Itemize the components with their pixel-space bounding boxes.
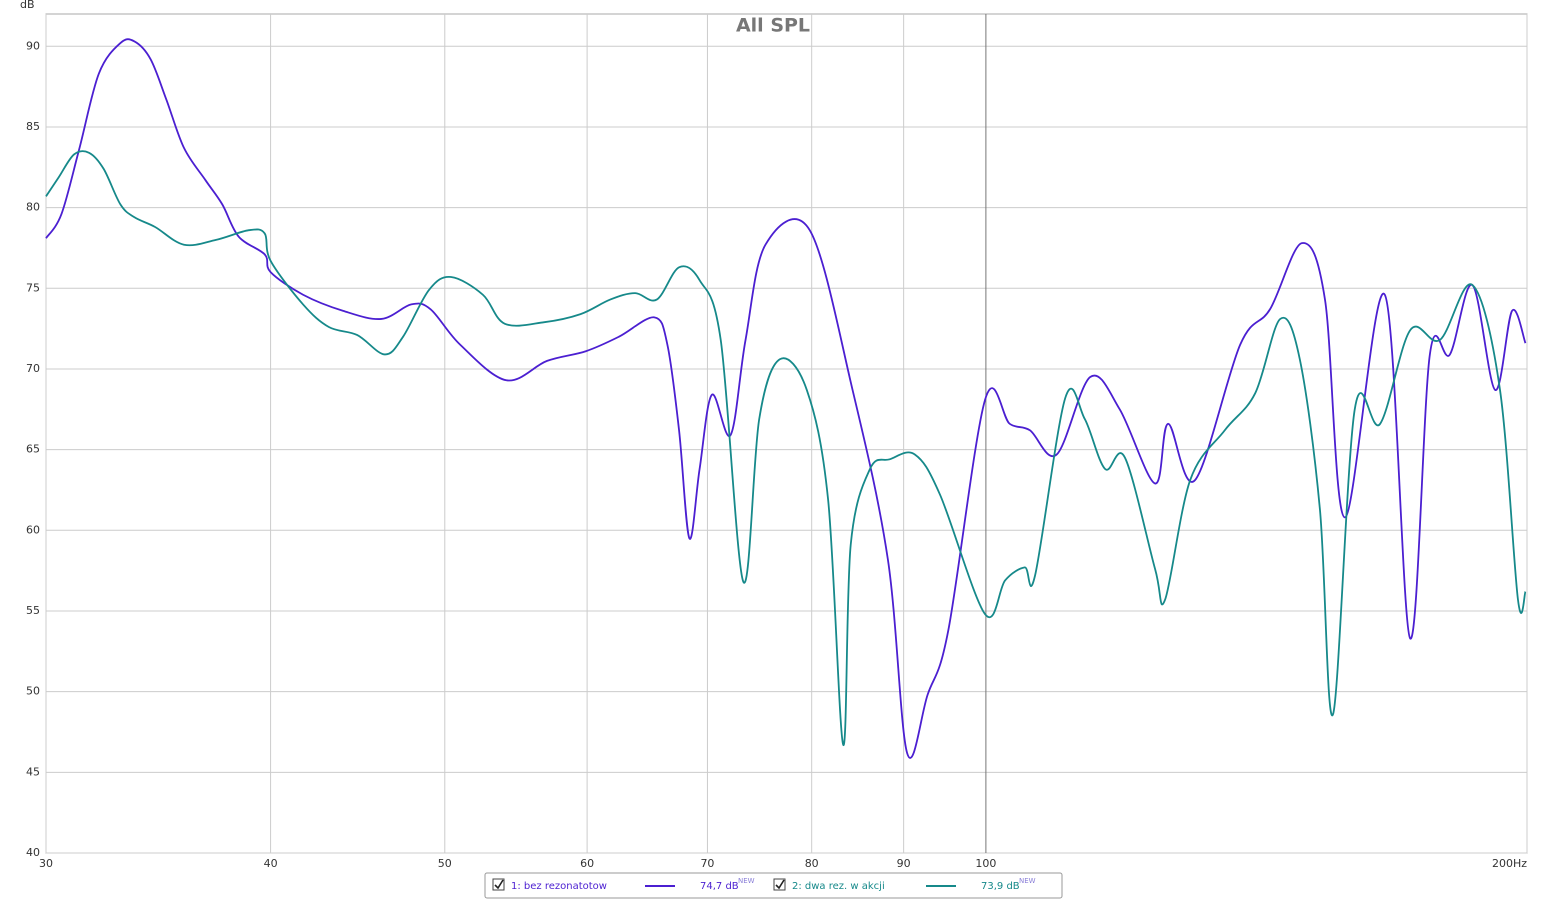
checkbox-tick — [494, 879, 504, 890]
checkbox-tick — [775, 879, 785, 890]
y-tick-label: 80 — [26, 201, 40, 214]
y-tick-label: 75 — [26, 281, 40, 294]
y-tick-label: 40 — [26, 846, 40, 859]
legend: 1: bez rezonatotow 74,7 dB NEW 2: dwa rez. … — [484, 872, 1063, 899]
chart-title: All SPL — [736, 15, 810, 37]
legend-level: 73,9 dB — [981, 881, 1020, 892]
series-checkbox[interactable] — [492, 878, 505, 891]
y-tick-label: 50 — [26, 685, 40, 698]
y-tick-label: 55 — [26, 604, 40, 617]
legend-level-tag: NEW — [1019, 877, 1036, 885]
series-line — [45, 150, 1527, 746]
legend-label: 1: bez rezonatotow — [511, 881, 607, 892]
x-tick-label: 90 — [897, 857, 911, 870]
y-tick-label: 85 — [26, 120, 40, 133]
x-tick-label: 30 — [39, 857, 53, 870]
y-tick-label: 45 — [26, 765, 40, 778]
plot-area — [45, 13, 1528, 854]
x-tick-label: 70 — [700, 857, 714, 870]
checkbox-box — [773, 878, 786, 891]
series-checkbox[interactable] — [773, 878, 786, 891]
x-tick-label: 80 — [805, 857, 819, 870]
y-axis-label: dB — [20, 0, 35, 11]
x-tick-label: 60 — [580, 857, 594, 870]
legend-label: 2: dwa rez. w akcji — [792, 881, 885, 892]
legend-level-tag: NEW — [738, 877, 755, 885]
x-tick-label: 100 — [975, 857, 996, 870]
legend-level: 74,7 dB — [700, 881, 739, 892]
x-tick-label: 40 — [264, 857, 278, 870]
checkbox-box — [492, 878, 505, 891]
y-tick-label: 60 — [26, 523, 40, 536]
y-tick-label: 70 — [26, 362, 40, 375]
x-tick-label: 200Hz — [1492, 857, 1527, 870]
y-tick-label: 65 — [26, 443, 40, 456]
y-tick-label: 90 — [26, 39, 40, 52]
x-tick-label: 50 — [438, 857, 452, 870]
